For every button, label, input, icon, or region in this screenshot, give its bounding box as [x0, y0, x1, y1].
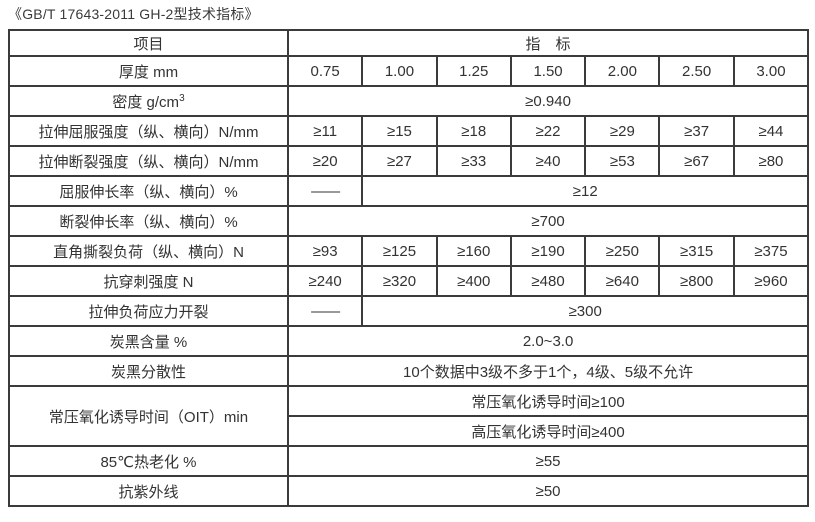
value-cell: ≥27 [361, 145, 438, 177]
value-cell: ≥18 [435, 115, 512, 147]
table-row-carbon-content: 炭黑含量 % 2.0~3.0 [8, 325, 810, 357]
row-label-cell: 抗穿刺强度 N [8, 265, 289, 297]
table-row-oit-2: 高压氧化诱导时间≥400 [9, 415, 810, 447]
row-label-cell: 85℃热老化 % [8, 445, 289, 477]
value-cell-span: ≥55 [286, 445, 810, 477]
dash-cell: —— [286, 175, 364, 207]
value-cell: 1.50 [509, 55, 587, 87]
table-row-tensile-yield: 拉伸屈服强度（纵、横向）N/mm ≥11 ≥15 ≥18 ≥22 ≥29 ≥37… [8, 115, 810, 147]
value-cell: ≥960 [732, 265, 810, 297]
value-cell: ≥20 [286, 145, 364, 177]
row-label-cell: 拉伸屈服强度（纵、横向）N/mm [8, 115, 289, 147]
value-cell: ≥160 [435, 235, 512, 267]
value-cell: ≥29 [584, 115, 661, 147]
row-label-cell: 常压氧化诱导时间（OIT）min [8, 385, 289, 447]
value-cell: ≥250 [584, 235, 661, 267]
table-row-break-elongation: 断裂伸长率（纵、横向）% ≥700 [8, 205, 810, 237]
table-row-oit-1: 常压氧化诱导时间（OIT）min 常压氧化诱导时间≥100 [8, 385, 810, 447]
value-cell: ≥37 [658, 115, 735, 147]
value-cell: ≥15 [361, 115, 438, 147]
value-cell: 3.00 [732, 55, 810, 87]
value-cell: ≥22 [509, 115, 587, 147]
value-cell: ≥125 [361, 235, 438, 267]
table-row-tear-load: 直角撕裂负荷（纵、横向）N ≥93 ≥125 ≥160 ≥190 ≥250 ≥3… [8, 235, 810, 267]
row-label-cell: 拉伸负荷应力开裂 [8, 295, 289, 327]
value-cell: ≥53 [584, 145, 661, 177]
row-label-cell: 抗紫外线 [8, 475, 289, 507]
value-cell: ≥800 [658, 265, 735, 297]
value-cell-span: 2.0~3.0 [286, 325, 810, 357]
value-cell: ≥11 [286, 115, 364, 147]
value-cell: ≥33 [435, 145, 512, 177]
table-row-puncture: 抗穿刺强度 N ≥240 ≥320 ≥400 ≥480 ≥640 ≥800 ≥9… [8, 265, 810, 297]
table-row-density: 密度 g/cm3 ≥0.940 [8, 85, 810, 117]
table-row-yield-elongation: 屈服伸长率（纵、横向）% —— ≥12 [8, 175, 810, 207]
table-row-thickness: 厚度 mm 0.75 1.00 1.25 1.50 2.00 2.50 3.00 [8, 55, 810, 87]
table-row-uv-resistance: 抗紫外线 ≥50 [8, 475, 810, 507]
page-title: 《GB/T 17643-2011 GH-2型技术指标》 [8, 6, 259, 22]
table-row-carbon-dispersion: 炭黑分散性 10个数据中3级不多于1个，4级、5级不允许 [8, 355, 810, 387]
value-cell: ≥93 [286, 235, 364, 267]
row-label-cell: 炭黑分散性 [8, 355, 289, 387]
dash-cell: —— [286, 295, 364, 327]
value-cell-span: 常压氧化诱导时间≥100 [286, 385, 810, 417]
value-cell: ≥400 [435, 265, 512, 297]
value-cell: ≥80 [732, 145, 810, 177]
value-cell: ≥320 [361, 265, 438, 297]
row-label-cell: 屈服伸长率（纵、横向）% [8, 175, 289, 207]
row-label-cell: 断裂伸长率（纵、横向）% [8, 205, 289, 237]
value-cell: ≥40 [509, 145, 587, 177]
header-item-cell: 项目 [8, 29, 289, 57]
value-cell: ≥44 [732, 115, 810, 147]
value-cell-span: 10个数据中3级不多于1个，4级、5级不允许 [286, 355, 810, 387]
value-cell: ≥315 [658, 235, 735, 267]
spec-table: 项目 指 标 厚度 mm 0.75 1.00 1.25 1.50 2.00 2.… [8, 29, 810, 507]
value-cell-span: ≥700 [286, 205, 810, 237]
value-cell: 2.50 [658, 55, 735, 87]
value-cell-span: ≥300 [361, 295, 810, 327]
table-row-stress-crack: 拉伸负荷应力开裂 —— ≥300 [8, 295, 810, 327]
table-header-row: 项目 指 标 [8, 29, 810, 57]
table-row-tensile-break: 拉伸断裂强度（纵、横向）N/mm ≥20 ≥27 ≥33 ≥40 ≥53 ≥67… [8, 145, 810, 177]
value-cell: ≥480 [509, 265, 587, 297]
value-cell-span: ≥12 [361, 175, 810, 207]
value-cell: 0.75 [286, 55, 364, 87]
value-cell-span: ≥0.940 [286, 85, 810, 117]
value-cell: ≥67 [658, 145, 735, 177]
value-cell: 1.25 [435, 55, 512, 87]
value-cell: ≥190 [509, 235, 587, 267]
header-indicator-cell: 指 标 [286, 29, 810, 57]
table-row-heat-aging: 85℃热老化 % ≥55 [8, 445, 810, 477]
value-cell: 2.00 [584, 55, 661, 87]
value-cell: 1.00 [361, 55, 438, 87]
row-label-text: 密度 g/cm [112, 93, 180, 111]
row-label-cell: 密度 g/cm3 [8, 85, 289, 117]
value-cell: ≥240 [286, 265, 364, 297]
superscript-unit: 3 [179, 92, 185, 104]
value-cell: ≥640 [584, 265, 661, 297]
row-label-cell: 直角撕裂负荷（纵、横向）N [8, 235, 289, 267]
row-label-cell: 炭黑含量 % [8, 325, 289, 357]
value-cell: ≥375 [732, 235, 810, 267]
value-cell-span: ≥50 [286, 475, 810, 507]
value-cell-span: 高压氧化诱导时间≥400 [286, 415, 810, 447]
row-label-cell: 厚度 mm [8, 55, 289, 87]
row-label-cell: 拉伸断裂强度（纵、横向）N/mm [8, 145, 289, 177]
